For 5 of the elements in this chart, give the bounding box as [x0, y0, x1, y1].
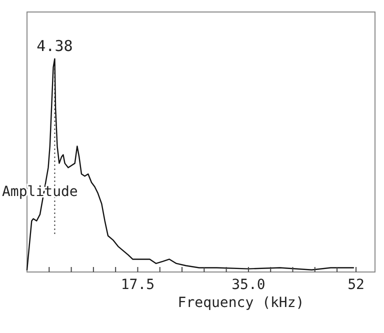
x-tick-label: 17.5	[120, 277, 155, 293]
annotation: 4.38	[36, 36, 73, 55]
x-tick-label: 52	[348, 277, 364, 293]
x-tick-label: 35.0	[232, 277, 266, 293]
x-axis-title: Frequency (kHz)	[178, 295, 304, 311]
